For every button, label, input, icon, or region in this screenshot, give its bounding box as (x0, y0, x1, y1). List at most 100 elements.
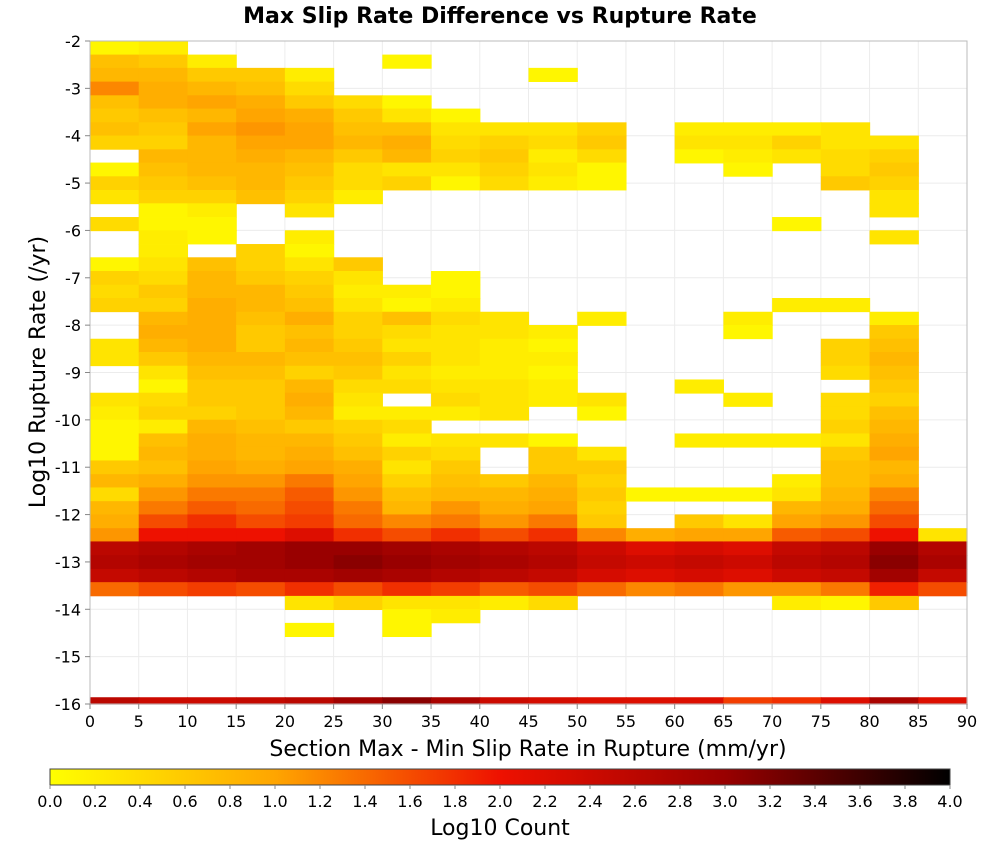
heatmap-cell (820, 582, 871, 597)
heatmap-cell (90, 162, 140, 177)
heatmap-cell (479, 501, 530, 516)
heatmap-cell (90, 474, 140, 489)
heatmap-cell (869, 338, 919, 353)
heatmap-cell (382, 162, 432, 177)
colorbar-tick-label: 2.4 (577, 792, 602, 811)
heatmap-cell (90, 81, 140, 96)
heatmap-cell (382, 568, 432, 584)
heatmap-cell (333, 365, 383, 380)
heatmap-cell (138, 230, 189, 245)
heatmap-cell (431, 135, 481, 150)
heatmap-cell (382, 352, 432, 367)
colorbar-tick-label: 3.8 (892, 792, 917, 811)
heatmap-cell (577, 514, 627, 529)
heatmap-cell (772, 555, 822, 570)
heatmap-cell (577, 149, 627, 164)
heatmap-cell (187, 541, 237, 556)
heatmap-cell (90, 555, 140, 570)
heatmap-cells (90, 41, 968, 705)
heatmap-cell (820, 487, 871, 502)
heatmap-cell (479, 474, 530, 489)
y-tick-label: -9 (65, 364, 81, 383)
heatmap-cell (723, 325, 773, 340)
heatmap-cell (333, 419, 383, 434)
heatmap-cell (674, 568, 724, 584)
heatmap-cell (528, 325, 578, 340)
heatmap-cell (333, 392, 383, 407)
heatmap-cell (284, 190, 335, 205)
y-tick-label: -4 (65, 127, 81, 146)
heatmap-cell (90, 446, 140, 461)
heatmap-cell (869, 541, 919, 556)
heatmap-cell (236, 311, 286, 326)
heatmap-cell (869, 325, 919, 340)
heatmap-cell (236, 446, 286, 461)
heatmap-cell (528, 392, 578, 407)
heatmap-cell (382, 541, 432, 556)
heatmap-cell (869, 135, 919, 150)
x-tick-label: 55 (616, 712, 636, 731)
heatmap-cell (918, 528, 968, 543)
heatmap-cell (820, 419, 871, 434)
heatmap-cell (333, 271, 383, 286)
heatmap-cell (577, 135, 627, 150)
heatmap-cell (90, 392, 140, 407)
heatmap-cell (236, 528, 286, 543)
x-tick-label: 45 (518, 712, 538, 731)
heatmap-cell (869, 230, 919, 245)
heatmap-cell (431, 365, 481, 380)
heatmap-cell (138, 460, 189, 475)
colorbar-tick-label: 2.0 (487, 792, 512, 811)
heatmap-cell (333, 176, 383, 191)
heatmap-cell (333, 541, 383, 556)
heatmap-cell (869, 365, 919, 380)
heatmap-cell (187, 352, 237, 367)
heatmap-cell (333, 149, 383, 164)
heatmap-cell (284, 622, 335, 638)
heatmap-cell (333, 474, 383, 489)
colorbar-label: Log10 Count (430, 816, 570, 841)
heatmap-cell (236, 352, 286, 367)
heatmap-cell (577, 406, 627, 421)
heatmap-cell (674, 122, 724, 137)
heatmap-cell (236, 338, 286, 353)
heatmap-cell (479, 555, 530, 570)
heatmap-cell (382, 108, 432, 123)
heatmap-cell (187, 392, 237, 407)
heatmap-cell (431, 514, 481, 529)
heatmap-cell (382, 582, 432, 597)
heatmap-cell (772, 697, 822, 705)
heatmap-cell (431, 487, 481, 502)
heatmap-cell (284, 311, 335, 326)
heatmap-cell (333, 284, 383, 299)
heatmap-cell (284, 406, 335, 421)
heatmap-cell (382, 697, 432, 705)
heatmap-cell (723, 697, 773, 705)
heatmap-cell (772, 433, 822, 448)
heatmap-cell (187, 338, 237, 353)
heatmap-cell (382, 122, 432, 137)
heatmap-cell (138, 555, 189, 570)
heatmap-cell (431, 446, 481, 461)
heatmap-cell (284, 379, 335, 394)
heatmap-cell (138, 433, 189, 448)
heatmap-cell (90, 298, 140, 313)
heatmap-cell (284, 541, 335, 556)
heatmap-cell (187, 108, 237, 123)
x-tick-label: 70 (762, 712, 782, 731)
heatmap-cell (479, 135, 530, 150)
heatmap-cell (625, 582, 676, 597)
heatmap-cell (333, 582, 383, 597)
x-tick-label: 5 (134, 712, 144, 731)
x-tick-label: 85 (908, 712, 928, 731)
heatmap-cell (869, 528, 919, 543)
heatmap-cell (869, 487, 919, 502)
heatmap-cell (138, 135, 189, 150)
heatmap-cell (138, 244, 189, 259)
heatmap-cell (187, 298, 237, 313)
heatmap-cell (869, 697, 919, 705)
colorbar-tick-label: 2.6 (622, 792, 647, 811)
heatmap-cell (90, 284, 140, 299)
heatmap-cell (187, 149, 237, 164)
heatmap-cell (577, 541, 627, 556)
